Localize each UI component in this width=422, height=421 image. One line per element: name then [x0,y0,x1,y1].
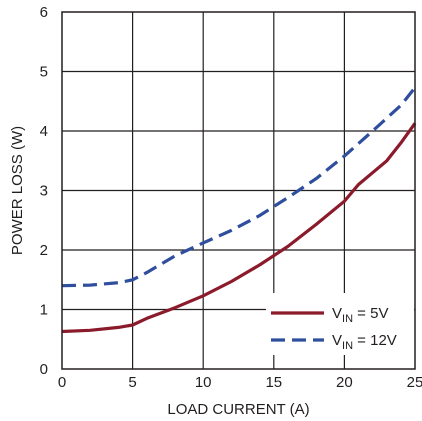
series-line-1 [61,122,417,334]
y-axis-title: POWER LOSS (W) [9,126,26,255]
x-tick-label: 25 [407,374,422,391]
x-tick-label: 20 [336,374,353,391]
y-tick-labels: 0 1 2 3 4 5 6 [40,4,48,378]
legend-background [266,293,414,355]
data-curves [61,86,417,334]
y-tick-label: 1 [40,302,48,319]
grid-lines [62,12,415,369]
x-tick-labels: 0 5 10 15 20 25 [58,374,422,391]
series-line-2 [61,86,417,288]
legend-label-2: VIN = 12V [332,332,397,352]
x-axis-title: LOAD CURRENT (A) [167,401,309,418]
plot-frame [61,11,416,370]
y-tick-label: 4 [40,123,48,140]
y-tick-label: 3 [40,183,48,200]
legend: VIN = 5V VIN = 12V [266,293,414,355]
x-tick-label: 5 [128,374,136,391]
y-tick-label: 5 [40,64,48,81]
x-tick-label: 0 [58,374,66,391]
y-tick-label: 0 [40,361,48,378]
x-tick-label: 10 [195,374,212,391]
legend-label-1: VIN = 5V [332,305,388,325]
y-tick-label: 6 [40,4,48,21]
y-tick-label: 2 [40,242,48,259]
x-tick-label: 15 [265,374,282,391]
